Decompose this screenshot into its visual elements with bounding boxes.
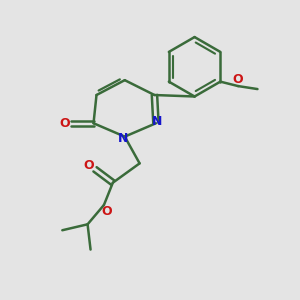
Text: O: O bbox=[102, 205, 112, 218]
Text: O: O bbox=[83, 159, 94, 172]
Text: O: O bbox=[233, 73, 244, 86]
Text: N: N bbox=[152, 115, 163, 128]
Text: N: N bbox=[118, 132, 128, 145]
Text: O: O bbox=[59, 117, 70, 130]
